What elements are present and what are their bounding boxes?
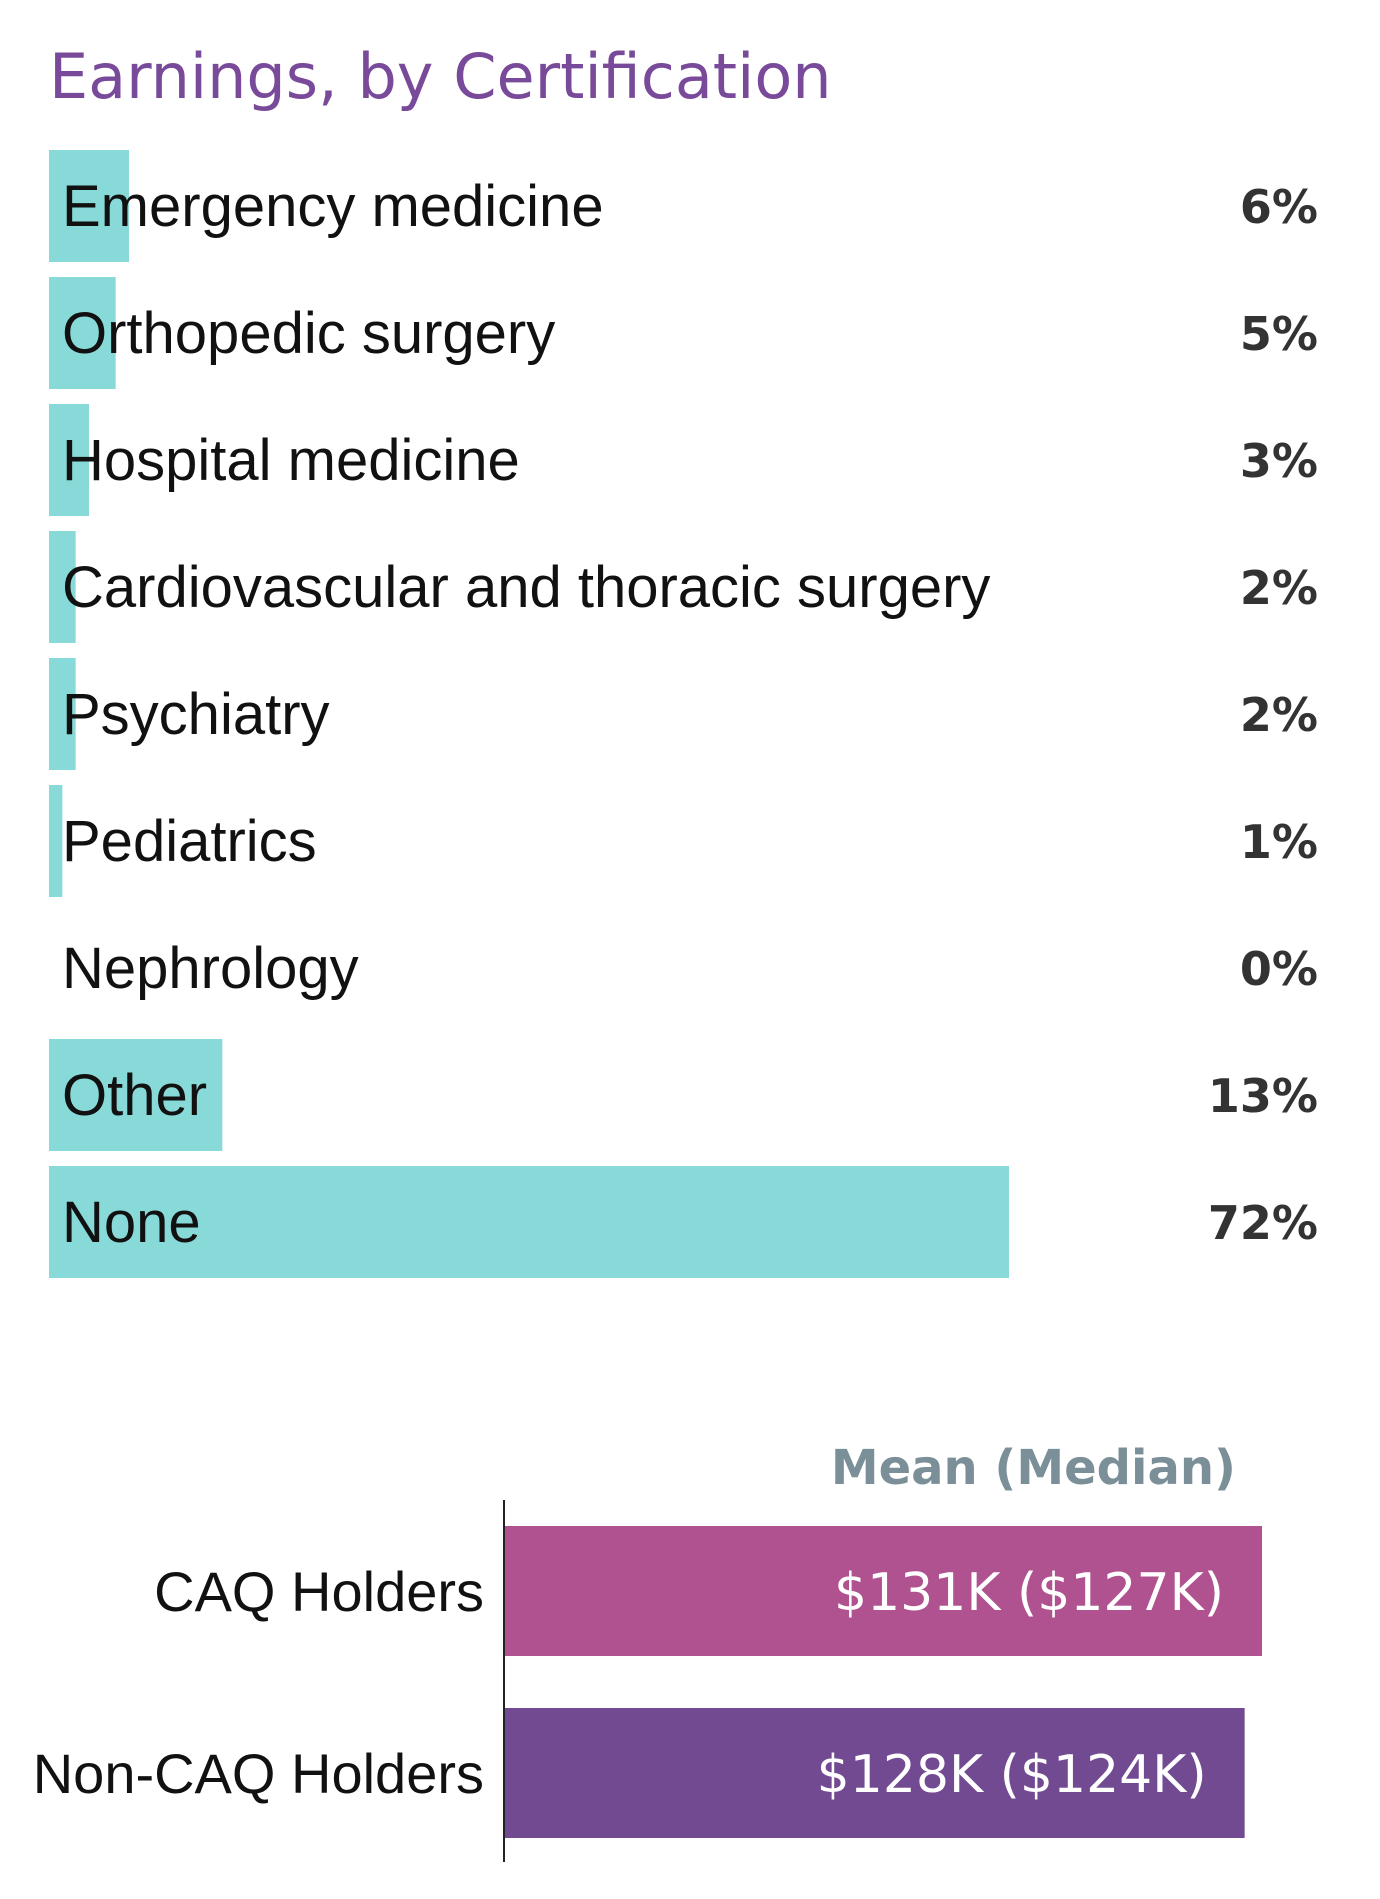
category-label: Hospital medicine: [62, 428, 520, 493]
chart-title: Earnings, by Certification: [49, 40, 832, 113]
column-header: Mean (Median): [831, 1440, 1236, 1496]
bar-pediatrics: [49, 785, 63, 897]
percent-label: 0%: [1240, 942, 1318, 996]
group-label: CAQ Holders: [154, 1560, 484, 1623]
percent-label: 2%: [1240, 561, 1318, 615]
bar-cardiovascular-and-thoracic-surgery: [49, 531, 76, 643]
bar-orthopedic-surgery: [49, 277, 116, 389]
percent-label: 13%: [1208, 1069, 1318, 1123]
bar-none: [49, 1166, 1009, 1278]
bar-other: [49, 1039, 223, 1151]
bar-psychiatry: [49, 658, 76, 770]
percent-label: 3%: [1240, 434, 1318, 488]
percent-label: 1%: [1240, 815, 1318, 869]
category-label: Pediatrics: [62, 809, 317, 874]
certification-bar-chart: Emergency medicine 6% Orthopedic surgery 5%…: [49, 150, 1318, 1278]
percent-label: 5%: [1240, 307, 1318, 361]
bar-emergency-medicine: [49, 150, 129, 262]
percent-label: 6%: [1240, 180, 1318, 234]
value-label: $131K ($127K): [834, 1563, 1224, 1623]
category-label: Emergency medicine: [62, 174, 604, 239]
bar-caq-holders: [504, 1526, 1262, 1656]
category-label: Orthopedic surgery: [62, 301, 555, 366]
group-label: Non-CAQ Holders: [33, 1742, 484, 1805]
category-label: Cardiovascular and thoracic surgery: [62, 555, 990, 620]
category-label: Psychiatry: [62, 682, 330, 747]
category-label: None: [62, 1190, 201, 1255]
category-label: Nephrology: [62, 936, 359, 1001]
percent-label: 72%: [1208, 1196, 1318, 1250]
category-label: Other: [62, 1063, 207, 1128]
caq-earnings-bar-chart: Mean (Median) CAQ Holders $131K ($127K) Non…: [33, 1440, 1262, 1862]
value-label: $128K ($124K): [817, 1745, 1207, 1805]
bar-non-caq-holders: [504, 1708, 1245, 1838]
percent-label: 2%: [1240, 688, 1318, 742]
bar-hospital-medicine: [49, 404, 89, 516]
